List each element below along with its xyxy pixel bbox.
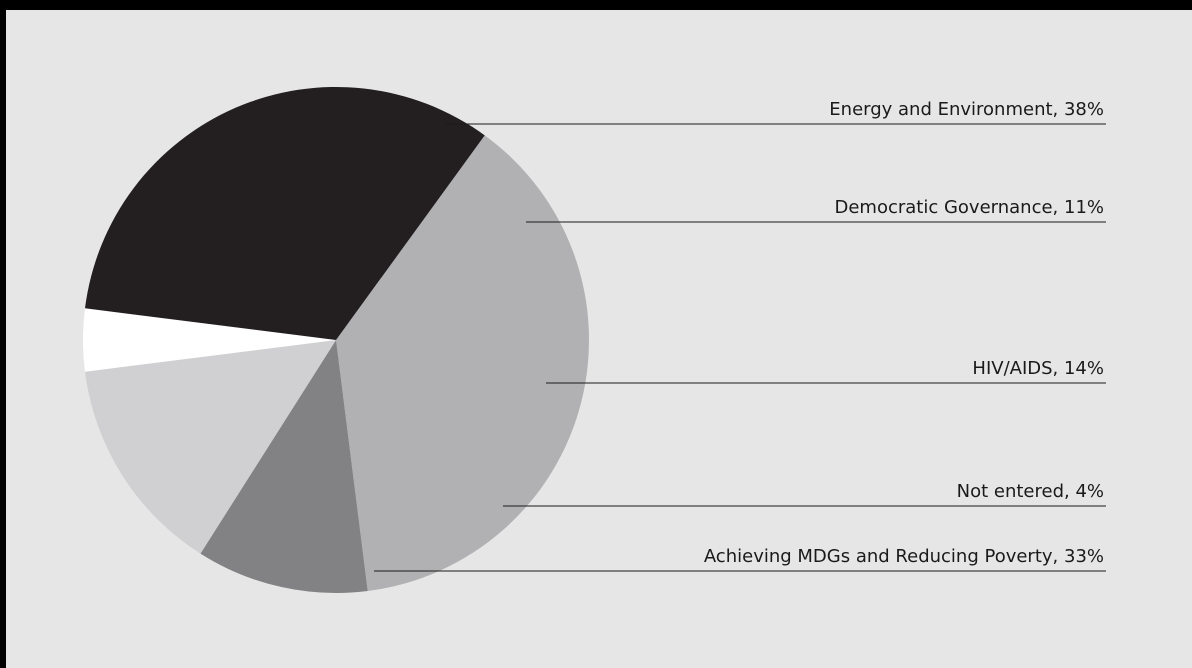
pie-slices xyxy=(83,86,589,593)
label-democratic-governance: Democratic Governance, 11% xyxy=(834,197,1104,218)
leader-lines xyxy=(374,123,1106,572)
top-bar xyxy=(0,0,1192,10)
label-energy-environment: Energy and Environment, 38% xyxy=(829,99,1104,120)
label-hiv-aids: HIV/AIDS, 14% xyxy=(972,358,1104,379)
slice-not-entered xyxy=(83,308,336,372)
slice-democratic-governance xyxy=(200,340,368,593)
label-not-entered: Not entered, 4% xyxy=(957,481,1104,502)
slice-labels: Energy and Environment, 38% Democratic G… xyxy=(704,99,1104,567)
slice-hiv-aids xyxy=(84,340,336,554)
label-achieving-mdgs: Achieving MDGs and Reducing Poverty, 33% xyxy=(704,546,1104,567)
slice-achieving-mdgs xyxy=(84,86,485,341)
slice-energy-environment xyxy=(336,135,589,592)
